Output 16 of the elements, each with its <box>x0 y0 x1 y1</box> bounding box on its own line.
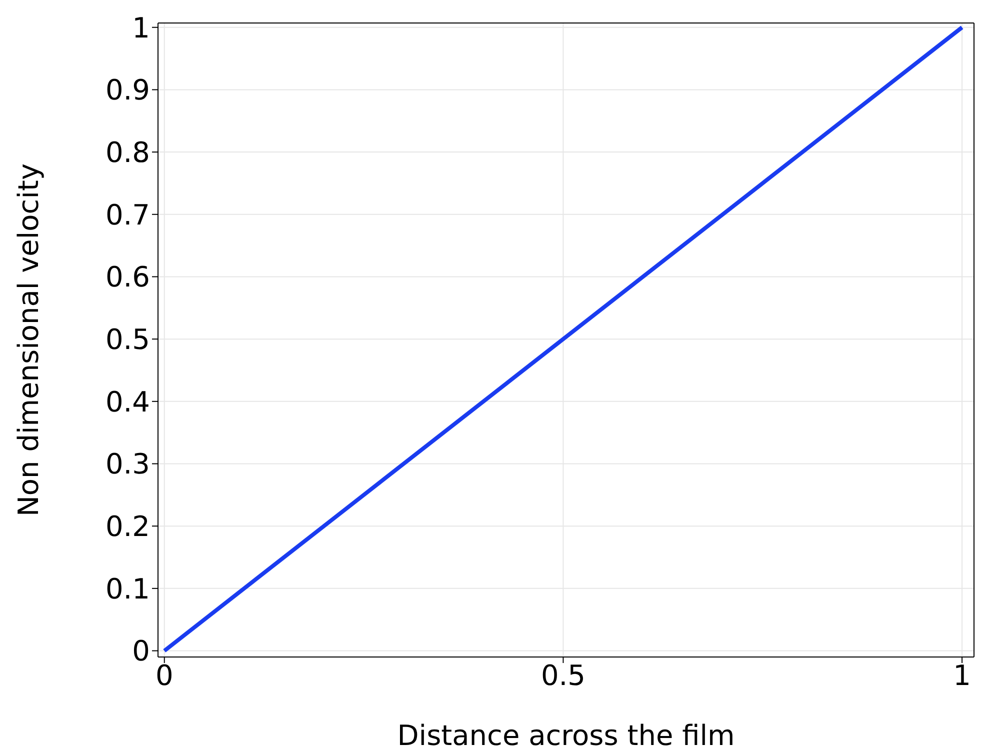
y-axis-title: Non dimensional velocity <box>12 163 45 517</box>
y-tick-label: 0.5 <box>105 323 150 356</box>
x-tick-label: 0.5 <box>540 658 586 692</box>
y-tick-label: 0.4 <box>105 385 150 418</box>
x-tick-label: 0 <box>155 658 174 692</box>
y-tick-label: 0.1 <box>105 572 150 606</box>
y-tick-label: 0.8 <box>105 136 150 169</box>
y-tick-label: 0.7 <box>105 198 150 232</box>
y-tick-label: 0.6 <box>105 260 150 294</box>
y-tick-label: 0.9 <box>105 74 150 107</box>
y-tick-label: 1 <box>132 11 150 44</box>
x-axis-title: Distance across the film <box>397 719 735 752</box>
x-tick-label: 1 <box>953 658 971 692</box>
y-tick-label: 0 <box>132 634 150 668</box>
y-tick-label: 0.3 <box>105 448 150 481</box>
y-tick-label: 0.2 <box>105 510 150 544</box>
